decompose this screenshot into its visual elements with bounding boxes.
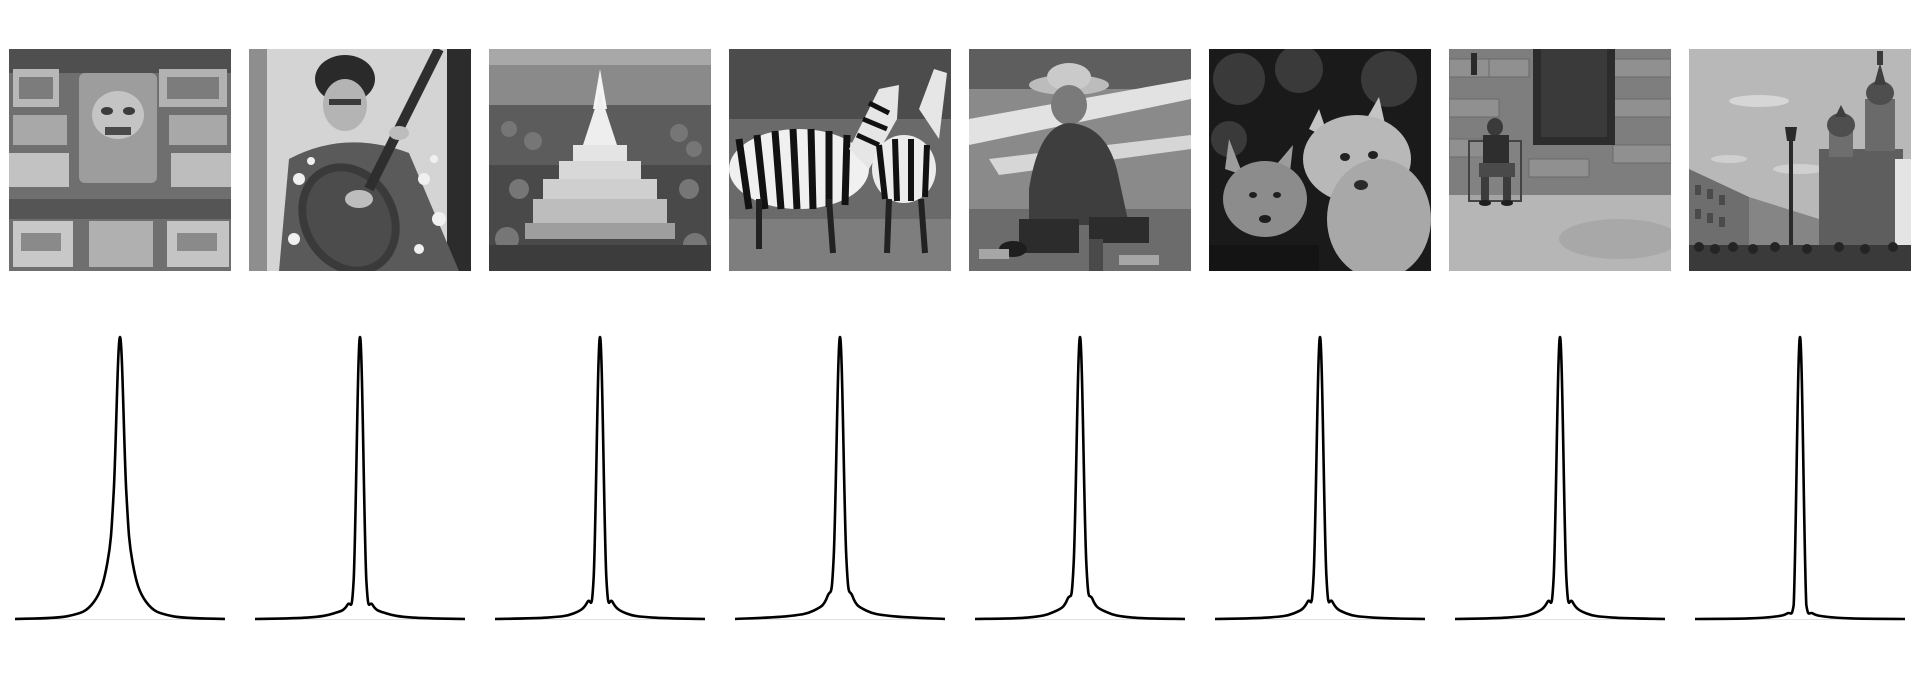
photo-panel-2 [249,49,471,271]
distribution-plot-row [0,328,1920,628]
plot-area [974,335,1186,621]
distribution-plot-3 [489,328,711,628]
distribution-plot-1 [9,328,231,628]
man-in-straw-hat-icon [969,49,1191,271]
plot-area [14,335,226,621]
distribution-plot-7 [1449,328,1671,628]
photo-panel-8 [1689,49,1911,271]
plot-area [494,335,706,621]
distribution-plot-6 [1209,328,1431,628]
distribution-curve-5 [974,335,1186,621]
white-pagoda-landscape-icon [489,49,711,271]
distribution-plot-4 [729,328,951,628]
photo-panel-3 [489,49,711,271]
zebras-icon [729,49,951,271]
plot-area [1214,335,1426,621]
distribution-curve-3 [494,335,706,621]
distribution-curve-2 [254,335,466,621]
onion-domed-cathedral-street-icon [1689,49,1911,271]
person-sitting-by-wall-icon [1449,49,1671,271]
plot-area [734,335,946,621]
photo-panel-4 [729,49,951,271]
woman-playing-lute-icon [249,49,471,271]
distribution-curve-1 [14,335,226,621]
plot-area [1454,335,1666,621]
photo-panel-5 [969,49,1191,271]
distribution-plot-8 [1689,328,1911,628]
foxes-icon [1209,49,1431,271]
plot-area [1694,335,1906,621]
distribution-curve-4 [734,335,946,621]
distribution-plot-2 [249,328,471,628]
photo-row [0,49,1920,271]
photo-panel-6 [1209,49,1431,271]
photo-panel-7 [1449,49,1671,271]
distribution-curve-6 [1214,335,1426,621]
distribution-plot-5 [969,328,1191,628]
plot-area [254,335,466,621]
photo-panel-1 [9,49,231,271]
distribution-curve-8 [1694,335,1906,621]
carved-stone-relief-icon [9,49,231,271]
distribution-curve-7 [1454,335,1666,621]
